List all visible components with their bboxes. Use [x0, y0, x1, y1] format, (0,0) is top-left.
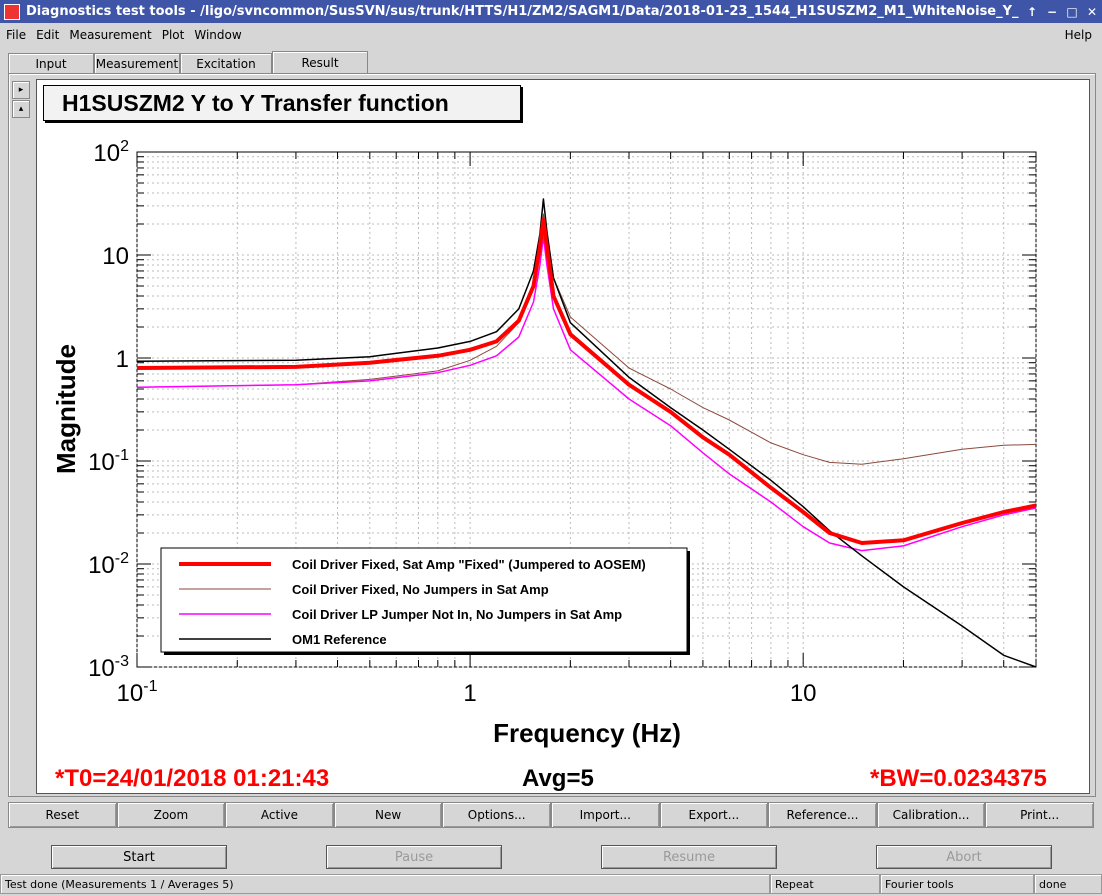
resume-button[interactable]: Resume — [601, 845, 777, 869]
calibration-button[interactable]: Calibration... — [876, 802, 986, 828]
close-icon[interactable]: ✕ — [1086, 4, 1098, 19]
status-message: Test done (Measurements 1 / Averages 5) — [0, 874, 770, 894]
import-button[interactable]: Import... — [550, 802, 660, 828]
print-button[interactable]: Print... — [985, 802, 1094, 828]
tab-input[interactable]: Input — [8, 53, 94, 74]
status-mode: Repeat — [770, 874, 880, 894]
reset-button[interactable]: Reset — [8, 802, 117, 828]
start-button[interactable]: Start — [51, 845, 227, 869]
menu-plot[interactable]: Plot — [161, 28, 185, 42]
t0-readout: *T0=24/01/2018 01:21:43 — [55, 765, 330, 792]
expand-up-icon[interactable]: ▴ — [12, 100, 30, 118]
options-button[interactable]: Options... — [442, 802, 551, 828]
menu-window[interactable]: Window — [194, 28, 242, 42]
app-icon — [4, 3, 20, 20]
tab-measurement[interactable]: Measurement — [94, 53, 180, 74]
tab-excitation[interactable]: Excitation — [180, 53, 272, 74]
abort-button[interactable]: Abort — [876, 845, 1052, 869]
window-titlebar: Diagnostics test tools - /ligo/svncommon… — [0, 0, 1102, 23]
export-button[interactable]: Export... — [659, 802, 769, 828]
plot-toolbar: Reset Zoom Active New Options... Import.… — [8, 802, 1094, 828]
zoom-button[interactable]: Zoom — [116, 802, 226, 828]
pause-button[interactable]: Pause — [326, 845, 502, 869]
tab-result[interactable]: Result — [272, 51, 368, 74]
result-pane — [8, 73, 1096, 797]
avg-readout: Avg=5 — [522, 765, 594, 792]
status-tools: Fourier tools — [880, 874, 1034, 894]
minimize-icon[interactable]: − — [1046, 4, 1058, 19]
bw-readout: *BW=0.0234375 — [870, 765, 1047, 792]
window-title: Diagnostics test tools - /ligo/svncommon… — [26, 4, 1019, 19]
active-button[interactable]: Active — [225, 802, 334, 828]
expand-right-icon[interactable]: ▸ — [12, 81, 30, 99]
menu-help[interactable]: Help — [1064, 28, 1092, 42]
tab-bar: Input Measurement Excitation Result — [8, 51, 368, 74]
menu-edit[interactable]: Edit — [36, 28, 60, 42]
menu-measurement[interactable]: Measurement — [69, 28, 152, 42]
status-state: done — [1034, 874, 1102, 894]
reference-button[interactable]: Reference... — [768, 802, 877, 828]
menu-file[interactable]: File — [6, 28, 27, 42]
menu-bar: File Edit Measurement Plot Window Help — [0, 24, 1102, 46]
plot-title: H1SUSZM2 Y to Y Transfer function — [43, 85, 521, 121]
pin-icon[interactable]: ↑ — [1026, 4, 1038, 19]
status-bar: Test done (Measurements 1 / Averages 5) … — [0, 874, 1102, 894]
maximize-icon[interactable]: □ — [1066, 4, 1078, 19]
plot-pad[interactable] — [36, 79, 1090, 794]
new-button[interactable]: New — [333, 802, 443, 828]
